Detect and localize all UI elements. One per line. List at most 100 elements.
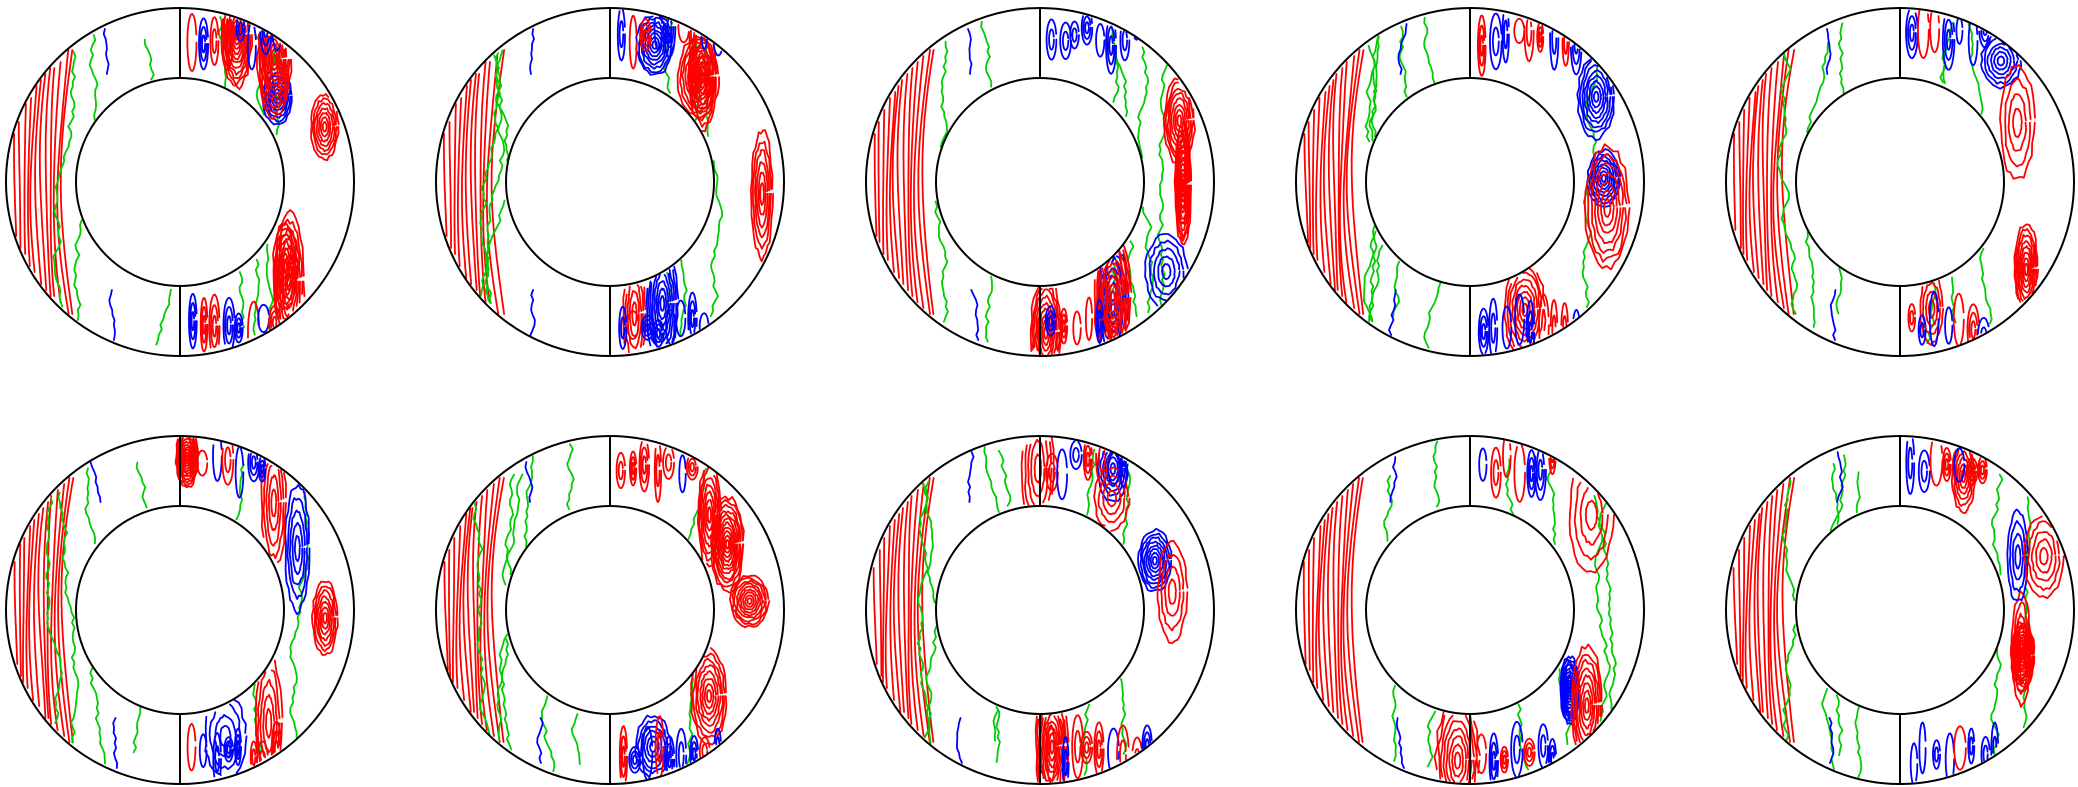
zero-contour	[73, 219, 83, 321]
positive-contour	[921, 49, 935, 315]
positive-contour	[688, 31, 697, 61]
negative-contour	[1567, 682, 1573, 697]
positive-contour	[268, 305, 281, 331]
positive-contour	[1451, 743, 1464, 778]
positive-contour	[457, 97, 463, 267]
positive-contour	[1978, 460, 1987, 480]
negative-contour	[628, 746, 642, 774]
negative-contour	[1106, 26, 1116, 66]
negative-contour	[1905, 9, 1919, 60]
positive-contour	[274, 739, 279, 753]
negative-contour	[1501, 14, 1510, 64]
negative-contour	[1501, 305, 1513, 350]
negative-contour	[1096, 452, 1129, 502]
positive-contour	[1603, 198, 1612, 218]
inner-boundary	[935, 505, 1145, 715]
negative-contour	[1048, 28, 1055, 51]
negative-contour	[271, 36, 281, 52]
negative-contour	[1583, 69, 1609, 124]
positive-contour	[1741, 537, 1746, 683]
negative-contour	[1494, 327, 1499, 353]
positive-contour	[335, 110, 340, 125]
negative-contour	[89, 461, 102, 503]
negative-contour	[529, 289, 536, 336]
positive-contour	[1917, 9, 1930, 59]
zero-contour	[472, 503, 491, 735]
positive-contour	[690, 29, 695, 45]
positive-contour	[698, 736, 711, 758]
negative-contour	[621, 8, 626, 28]
negative-contour	[233, 699, 247, 734]
negative-contour	[640, 314, 655, 341]
negative-contour	[1061, 736, 1070, 781]
positive-contour	[1082, 444, 1093, 481]
positive-contour	[1509, 443, 1512, 451]
positive-contour	[1922, 281, 1942, 335]
negative-contour	[1529, 464, 1534, 483]
negative-contour	[1388, 289, 1397, 336]
positive-contour	[310, 93, 340, 162]
positive-contour	[262, 36, 287, 99]
positive-contour	[615, 451, 626, 490]
negative-contour	[1975, 26, 1979, 35]
positive-contour	[1339, 61, 1348, 303]
positive-contour	[1031, 288, 1043, 351]
negative-contour	[1952, 22, 1956, 33]
positive-contour	[737, 585, 762, 617]
negative-contour	[251, 455, 257, 470]
positive-contour	[1050, 331, 1056, 355]
positive-contour	[626, 310, 640, 340]
negative-contour	[1989, 46, 2012, 76]
positive-contour	[448, 549, 451, 677]
positive-contour	[1523, 737, 1536, 767]
positive-contour	[1060, 313, 1067, 339]
negative-contour	[641, 725, 654, 780]
negative-contour	[284, 483, 311, 616]
zero-contour	[570, 713, 581, 765]
positive-contour	[274, 659, 284, 719]
negative-contour	[224, 740, 233, 759]
positive-contour	[259, 30, 290, 110]
positive-contour	[896, 79, 905, 285]
positive-contour	[217, 325, 221, 345]
positive-contour	[1549, 299, 1559, 327]
negative-contour	[233, 312, 244, 344]
positive-contour	[319, 116, 330, 138]
negative-contour	[970, 289, 980, 341]
positive-contour	[1970, 320, 1977, 340]
positive-contour	[1174, 108, 1185, 134]
negative-contour	[240, 447, 245, 466]
positive-contour	[630, 456, 637, 481]
negative-contour	[1588, 79, 1605, 115]
positive-contour	[174, 438, 199, 489]
positive-contour	[640, 446, 649, 484]
negative-contour	[1944, 732, 1955, 778]
negative-contour	[236, 322, 241, 334]
positive-contour	[691, 65, 705, 88]
positive-contour	[313, 101, 336, 153]
positive-contour	[891, 85, 900, 279]
positive-contour	[1761, 73, 1768, 291]
positive-contour	[1560, 302, 1569, 326]
positive-contour	[654, 715, 665, 774]
positive-contour	[1748, 519, 1756, 701]
panel-10	[1725, 435, 2075, 785]
positive-contour	[1561, 37, 1570, 67]
positive-contour	[230, 17, 244, 56]
positive-contour	[1596, 704, 1600, 724]
positive-contour	[1170, 97, 1189, 144]
positive-contour	[1337, 495, 1344, 725]
positive-contour	[1513, 17, 1526, 44]
positive-contour	[1959, 318, 1965, 345]
negative-contour	[1151, 555, 1158, 566]
positive-contour	[1584, 499, 1598, 531]
positive-contour	[184, 451, 191, 465]
positive-contour	[636, 284, 643, 312]
zero-contour	[1364, 35, 1380, 143]
positive-contour	[643, 286, 647, 311]
negative-contour	[261, 30, 270, 47]
zero-contour	[980, 20, 993, 88]
positive-contour	[713, 503, 742, 584]
negative-contour	[1119, 30, 1131, 62]
negative-contour	[668, 268, 675, 301]
